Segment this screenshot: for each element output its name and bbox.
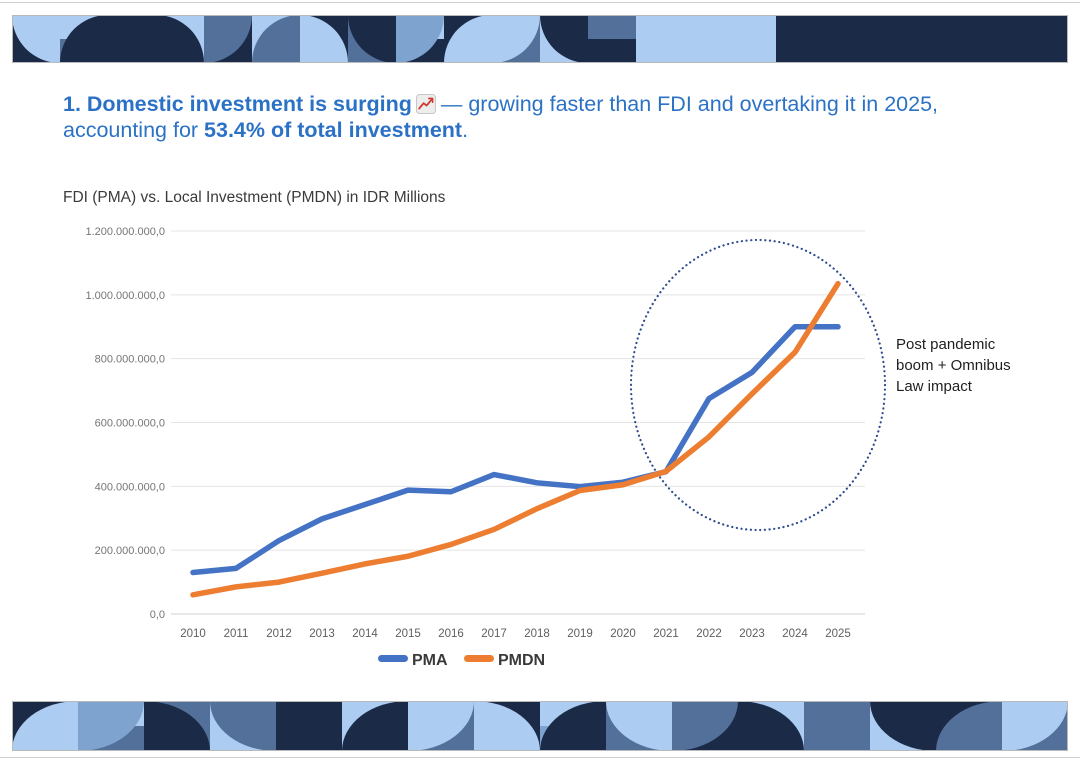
y-tick-label: 1.200.000.000,0 xyxy=(85,226,165,238)
headline: 1. Domestic investment is surging — grow… xyxy=(63,92,1031,143)
series-pmdn xyxy=(190,280,841,598)
x-tick-label: 2017 xyxy=(481,628,507,640)
x-tick-label: 2019 xyxy=(567,628,593,640)
y-tick-label: 0,0 xyxy=(150,609,165,621)
x-tick-label: 2015 xyxy=(395,628,421,640)
y-tick-label: 400.000.000,0 xyxy=(95,481,165,493)
y-tick-label: 800.000.000,0 xyxy=(95,354,165,366)
headline-bold-lead: 1. Domestic investment is surging xyxy=(63,92,412,116)
headline-period: . xyxy=(462,117,469,142)
chart-increasing-icon xyxy=(415,94,436,114)
y-tick-label: 1.000.000.000,0 xyxy=(85,290,165,302)
x-tick-label: 2024 xyxy=(782,628,808,640)
series-pma xyxy=(190,324,841,576)
annotation-line: Law impact xyxy=(896,378,973,395)
x-tick-label: 2018 xyxy=(524,628,550,640)
x-tick-label: 2022 xyxy=(696,628,722,640)
annotation-line: boom + Omnibus xyxy=(896,357,1011,374)
headline-text: — growing faster than FDI and overtaking… xyxy=(63,92,939,142)
header-decor-band xyxy=(12,15,1068,63)
legend-label-pmdn: PMDN xyxy=(498,652,545,669)
x-tick-label: 2012 xyxy=(266,628,292,640)
y-tick-label: 200.000.000,0 xyxy=(95,545,165,557)
slide-bottom-edge xyxy=(0,757,1080,758)
x-tick-label: 2016 xyxy=(438,628,464,640)
x-tick-label: 2014 xyxy=(352,628,378,640)
annotation-line: Post pandemic xyxy=(896,336,996,353)
highlight-ellipse xyxy=(629,238,887,532)
legend-swatch-pmdn xyxy=(464,655,494,662)
legend-swatch-pma xyxy=(378,655,408,662)
headline-stat: 53.4% of total investment xyxy=(204,117,463,142)
slide-top-edge xyxy=(0,2,1080,3)
chart-title: FDI (PMA) vs. Local Investment (PMDN) in… xyxy=(63,189,446,206)
x-tick-label: 2011 xyxy=(224,628,249,640)
legend-label-pma: PMA xyxy=(412,652,448,669)
y-tick-label: 600.000.000,0 xyxy=(95,418,165,430)
x-tick-label: 2013 xyxy=(309,628,335,640)
x-tick-label: 2023 xyxy=(739,628,765,640)
x-tick-label: 2010 xyxy=(180,628,206,640)
x-tick-label: 2021 xyxy=(653,628,679,640)
footer-decor-band xyxy=(12,701,1068,751)
x-tick-label: 2020 xyxy=(610,628,636,640)
x-tick-label: 2025 xyxy=(825,628,851,640)
